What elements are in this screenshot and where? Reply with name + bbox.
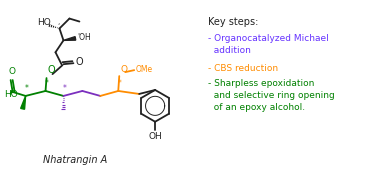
- Text: ,: ,: [57, 19, 60, 26]
- Text: HO: HO: [4, 90, 17, 99]
- Text: Key steps:: Key steps:: [208, 17, 258, 27]
- Text: - Sharpless epoxidation
  and selective ring opening
  of an epoxy alcohol.: - Sharpless epoxidation and selective ri…: [208, 79, 335, 112]
- Text: *: *: [45, 79, 48, 88]
- Polygon shape: [21, 96, 26, 109]
- Text: *: *: [62, 84, 67, 93]
- Text: O: O: [120, 65, 127, 74]
- Text: 'OH: 'OH: [77, 33, 91, 42]
- Text: O: O: [8, 67, 15, 76]
- Text: OMe: OMe: [135, 65, 152, 74]
- Text: O: O: [48, 65, 55, 75]
- Text: Nhatrangin A: Nhatrangin A: [43, 155, 108, 165]
- Text: OH: OH: [148, 132, 162, 141]
- Text: - Organocatalyzed Michael
  addition: - Organocatalyzed Michael addition: [208, 34, 329, 55]
- Text: *: *: [25, 84, 28, 93]
- Polygon shape: [64, 37, 76, 40]
- Text: *: *: [117, 79, 121, 88]
- Text: HO: HO: [37, 18, 51, 27]
- Text: - CBS reduction: - CBS reduction: [208, 64, 278, 73]
- Text: O: O: [76, 57, 83, 67]
